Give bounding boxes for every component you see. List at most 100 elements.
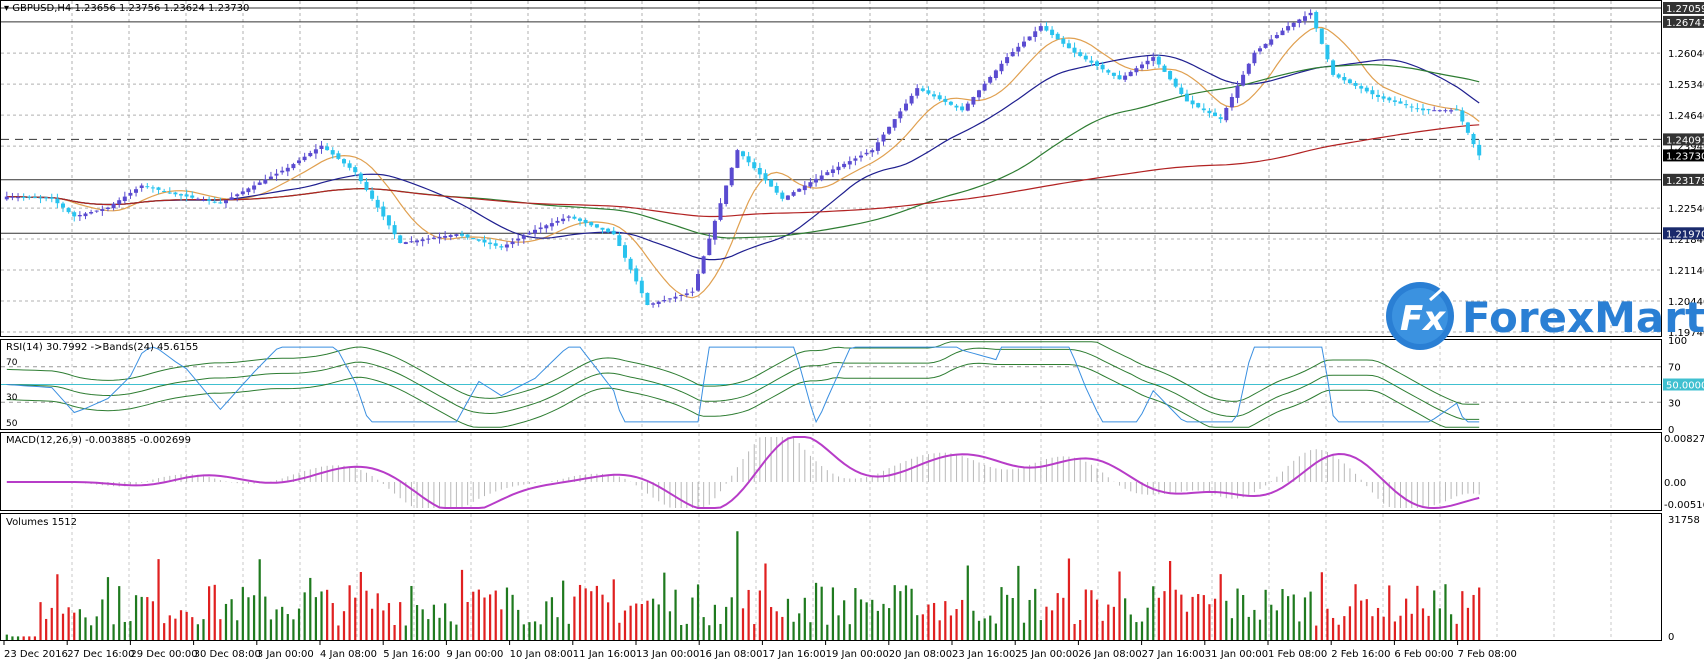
price-axis-label: 1.24640 [1668, 111, 1704, 122]
rsi-mid-band [6, 347, 1480, 420]
candle-body [594, 224, 599, 228]
price-tag-label: 1.27059 [1666, 4, 1704, 15]
candle-body [83, 213, 88, 217]
candle-body [915, 88, 920, 96]
candle-body [1095, 61, 1099, 66]
ma-fast-line [6, 26, 1480, 299]
candle-body [336, 153, 341, 159]
candle-body [364, 181, 369, 190]
rsi-axis-label: 70 [1668, 363, 1681, 374]
candle-body [639, 280, 644, 294]
candle-body [403, 242, 408, 244]
candle-body [578, 218, 582, 221]
candle-body [55, 198, 60, 204]
candle-body [386, 215, 391, 226]
candle-body [1235, 85, 1240, 98]
volume-bars [5, 531, 1481, 640]
candle-body [207, 199, 212, 201]
macd-header: MACD(12,26,9) -0.003885 -0.002699 [6, 435, 191, 446]
time-axis-label: 11 Jan 16:00 [573, 649, 636, 660]
candle-body [971, 97, 976, 105]
price-tag [1663, 2, 1704, 14]
candle-body [1140, 64, 1144, 69]
candle-body [1156, 56, 1161, 65]
candle-body [864, 152, 869, 155]
candle-body [656, 301, 661, 304]
candle-body [443, 236, 448, 238]
candle-body [1016, 46, 1021, 52]
candle-body [870, 150, 875, 153]
candle-body [134, 189, 138, 193]
candle-body [1331, 60, 1336, 75]
candle-body [431, 237, 436, 239]
candle-body [982, 83, 987, 91]
candle-body [10, 196, 15, 198]
candle-body [448, 235, 453, 237]
candle-body [707, 238, 712, 256]
candle-body [437, 236, 442, 239]
candle-body [89, 212, 94, 214]
candle-body [999, 63, 1004, 72]
time-axis-label: 3 Jan 00:00 [257, 649, 314, 660]
candle-body [381, 206, 386, 217]
candle-body [746, 156, 751, 163]
time-axis-label: 6 Feb 00:00 [1394, 649, 1453, 660]
candle-body [1033, 31, 1038, 37]
candle-body [1123, 75, 1128, 80]
volume-axis-label: 0 [1668, 632, 1674, 643]
rsi-left-label-70: 70 [6, 358, 18, 368]
candle-body [875, 142, 880, 151]
candle-body [1449, 110, 1454, 112]
candle-body [510, 241, 515, 245]
time-axis-label: 27 Dec 16:00 [67, 649, 134, 660]
price-axis-label: 1.23940 [1668, 142, 1704, 153]
candle-body [150, 187, 155, 189]
candle-body [1224, 108, 1229, 121]
candle-body [1258, 48, 1262, 52]
candle-body [1392, 100, 1397, 102]
candle-body [561, 218, 566, 222]
candles [4, 9, 1482, 308]
candle-body [1415, 108, 1420, 110]
candle-body [297, 160, 301, 164]
candle-body [589, 222, 594, 226]
candle-body [791, 192, 796, 196]
candle-body [937, 95, 942, 100]
collapse-triangle-icon[interactable]: ▾ [4, 3, 10, 14]
forexmart-logo: Fx ForexMart [1386, 282, 1704, 350]
candle-body [482, 239, 487, 243]
candle-body [499, 246, 504, 248]
candle-body [825, 172, 830, 176]
candle-body [1184, 93, 1189, 102]
candle-body [1263, 43, 1268, 48]
candle-body [533, 229, 537, 234]
macd-axis-label: 0.008276 [1664, 434, 1704, 445]
rsi-header: RSI(14) 30.7992 ->Bands(24) 45.6155 [6, 342, 199, 353]
candle-body [797, 188, 802, 192]
candle-body [465, 234, 470, 238]
candle-body [27, 196, 32, 198]
candle-body [1196, 103, 1201, 108]
candle-body [1319, 28, 1324, 44]
candle-body [1347, 79, 1352, 84]
candle-body [538, 227, 543, 230]
candle-body [415, 240, 419, 243]
candle-body [993, 70, 998, 78]
macd-axis-label: -0.005162 [1664, 500, 1704, 511]
candle-body [319, 145, 324, 149]
candle-body [1106, 70, 1111, 73]
candle-body [1241, 74, 1246, 86]
candle-body [819, 175, 824, 181]
candle-body [881, 134, 886, 142]
candle-body [49, 197, 54, 199]
candle-body [460, 233, 464, 236]
candle-body [566, 216, 571, 218]
candle-body [1162, 65, 1167, 72]
ma-long-line [6, 124, 1480, 218]
candle-body [1083, 55, 1088, 60]
volume-header: Volumes 1512 [6, 517, 78, 528]
candle-body [302, 156, 307, 161]
price-axis-label: 1.20440 [1668, 297, 1704, 308]
